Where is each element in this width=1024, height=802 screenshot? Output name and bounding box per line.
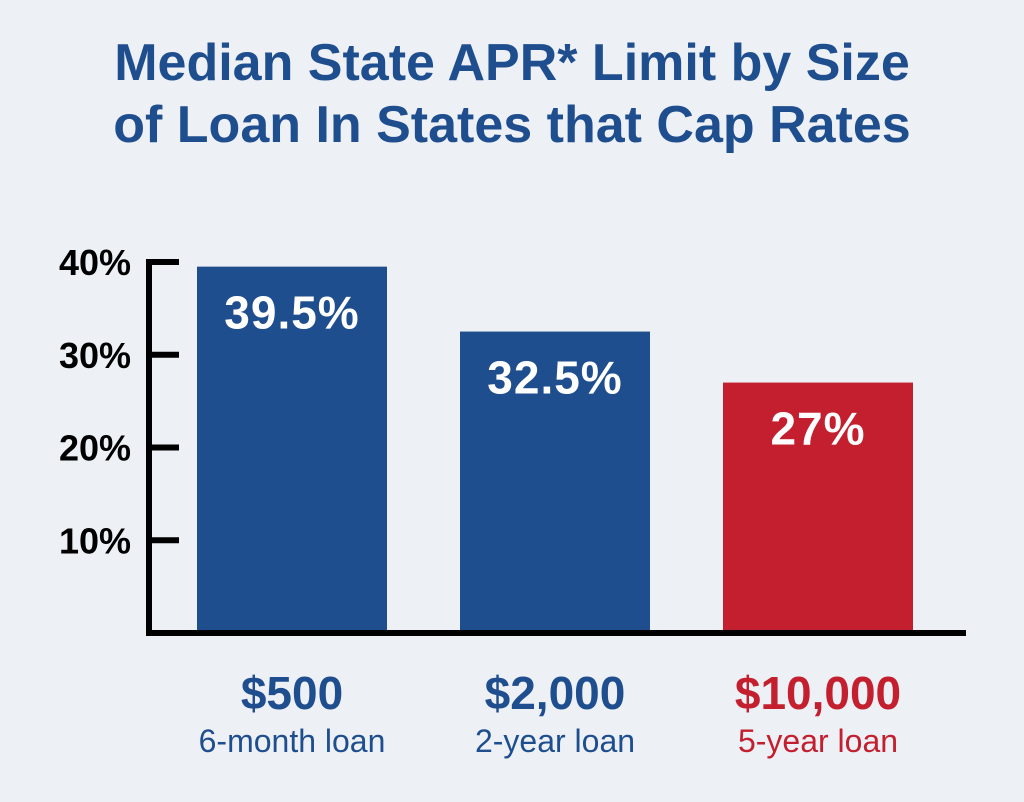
category-sublabel-3: 5-year loan (738, 723, 898, 759)
category-sublabel-1: 6-month loan (199, 723, 386, 759)
chart-title: Median State APR* Limit by Size of Loan … (0, 32, 1024, 156)
bar-1 (197, 266, 387, 633)
bar-2 (460, 331, 650, 633)
category-label-2: $2,000 (485, 667, 626, 719)
bar-value-label-3: 27% (770, 403, 865, 455)
category-sublabel-2: 2-year loan (475, 723, 635, 759)
axes-group: 10% 20% 30% 40% (59, 242, 966, 636)
chart-title-line-2: of Loan In States that Cap Rates (113, 96, 911, 154)
chart-title-line-1: Median State APR* Limit by Size (114, 34, 910, 92)
labels-group: 39.5% $500 6-month loan 32.5% $2,000 2-year l… (199, 287, 902, 759)
bars-group (197, 266, 913, 633)
y-tick-label-3: 30% (59, 335, 131, 376)
category-label-1: $500 (241, 667, 343, 719)
category-label-3: $10,000 (735, 667, 901, 719)
y-tick-label-4: 40% (59, 242, 131, 283)
bar-3 (723, 382, 913, 633)
bar-value-label-2: 32.5% (487, 352, 622, 404)
bar-value-label-1: 39.5% (224, 287, 359, 339)
y-tick-label-2: 20% (59, 428, 131, 469)
y-tick-label-1: 10% (59, 520, 131, 561)
